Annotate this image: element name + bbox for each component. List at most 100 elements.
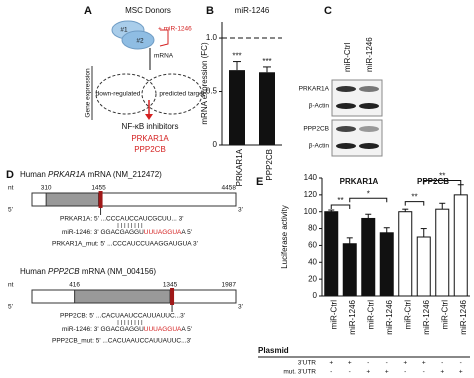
x-tick-label: miR-1246 bbox=[422, 299, 431, 334]
bracket bbox=[349, 197, 388, 203]
row-label: β-Actin bbox=[309, 103, 330, 110]
axis-label: Gene expression bbox=[85, 68, 92, 118]
band bbox=[359, 143, 379, 149]
bar bbox=[416, 236, 431, 297]
binding-site bbox=[98, 191, 103, 208]
cell: - bbox=[423, 369, 425, 376]
target: PRKAR1A bbox=[131, 134, 169, 143]
three-prime: 3' bbox=[238, 207, 243, 214]
panel-c: C miR-Ctrl miR-1246 PRKAR1A β-Actin PPP2… bbox=[299, 5, 383, 157]
panel-label: B bbox=[206, 5, 214, 17]
target: PPP2CB bbox=[134, 145, 166, 154]
y-tick-label: 120 bbox=[304, 190, 318, 199]
bar bbox=[361, 217, 376, 297]
panel-label: D bbox=[6, 169, 14, 181]
gene-name: PRKAR1A bbox=[48, 170, 85, 179]
cell: - bbox=[349, 369, 351, 376]
y-tick-label: 80 bbox=[308, 224, 317, 233]
row-label: PRKAR1A bbox=[299, 86, 330, 93]
title-prefix: Human bbox=[20, 170, 48, 179]
y-tick-label: 60 bbox=[308, 241, 317, 250]
y-tick-label: 140 bbox=[304, 173, 318, 182]
y-tick-label: 0 bbox=[213, 140, 218, 149]
x-tick-label: miR-Ctrl bbox=[403, 300, 412, 330]
target-seq: PPP2CB: 5' ...CACUAAUCCAUUAUUC...3' bbox=[60, 313, 185, 320]
plasmid-title: Plasmid bbox=[258, 346, 289, 355]
panel-a: A MSC Donors #1 #2 + miR-1246 mRNA down-… bbox=[84, 5, 205, 154]
gene-title: Human PPP2CB mRNA (NM_004156) bbox=[20, 267, 156, 276]
significance: ** bbox=[439, 172, 445, 181]
bracket bbox=[404, 201, 425, 206]
blot bbox=[331, 79, 383, 117]
band bbox=[359, 126, 379, 132]
cell: + bbox=[459, 369, 463, 376]
lane-label: miR-1246 bbox=[365, 37, 374, 72]
bar bbox=[453, 194, 468, 297]
cell: - bbox=[386, 360, 388, 367]
x-tick-label: PRKAR1A bbox=[235, 148, 244, 186]
bar bbox=[379, 232, 394, 297]
cell: + bbox=[403, 360, 407, 367]
x-tick-label: miR-Ctrl bbox=[440, 300, 449, 330]
gene-title: Human PRKAR1A mRNA (NM_212472) bbox=[20, 170, 162, 179]
nt-label: nt bbox=[8, 282, 14, 289]
position: 1345 bbox=[163, 282, 178, 289]
panel-label: A bbox=[84, 5, 92, 17]
cds bbox=[74, 289, 171, 304]
bar bbox=[435, 208, 450, 297]
cell: + bbox=[385, 369, 389, 376]
target-seq: PRKAR1A: 5' ...CCCAUCCAUCGCUU... 3' bbox=[60, 216, 183, 223]
venn-label: down-regulated bbox=[96, 91, 141, 98]
mir-seq-part: miR-1246: 3' GGACGAGGU bbox=[62, 326, 144, 333]
y-axis-label: Luciferase activity bbox=[280, 205, 289, 269]
y-tick-label: 40 bbox=[308, 257, 317, 266]
x-tick-label: miR-1246 bbox=[385, 299, 394, 334]
five-prime: 5' bbox=[8, 207, 13, 214]
donors-label: MSC Donors bbox=[125, 6, 171, 15]
position: 4458 bbox=[222, 185, 237, 192]
title-suffix: mRNA (NM_212472) bbox=[85, 170, 162, 179]
cell: - bbox=[367, 360, 369, 367]
bar bbox=[398, 211, 413, 297]
cell: - bbox=[441, 360, 443, 367]
cell: + bbox=[329, 360, 333, 367]
mir-seq: miR-1246: 3' GGACGAGGUUUUAGGUAA 5' bbox=[62, 326, 192, 333]
x-tick-label: miR-1246 bbox=[348, 299, 357, 334]
band bbox=[336, 103, 356, 109]
position: 1455 bbox=[91, 185, 106, 192]
band bbox=[336, 86, 356, 92]
y-tick-label: 1.0 bbox=[206, 33, 218, 42]
title-prefix: Human bbox=[20, 267, 48, 276]
x-tick-label: miR-Ctrl bbox=[329, 300, 338, 330]
x-tick-label: miR-Ctrl bbox=[366, 300, 375, 330]
position: 416 bbox=[69, 282, 80, 289]
significance: ** bbox=[411, 193, 417, 202]
row-label: PPP2CB bbox=[303, 126, 329, 133]
significance: ** bbox=[337, 196, 343, 205]
blot bbox=[331, 119, 383, 157]
cell: - bbox=[330, 369, 332, 376]
band bbox=[359, 86, 379, 92]
bar bbox=[324, 211, 339, 297]
three-prime: 3' bbox=[238, 304, 243, 311]
mut-seq: PRKAR1A_mut: 5' ...CCCAUCCUAAGGAUGUA 3' bbox=[52, 241, 198, 248]
cell: + bbox=[366, 369, 370, 376]
cell: + bbox=[440, 369, 444, 376]
chart-title: miR-1246 bbox=[235, 6, 270, 15]
row-label: β-Actin bbox=[309, 143, 330, 150]
cell: + bbox=[348, 360, 352, 367]
mir-seq-part: miR-1246: 3' GGACGAGGU bbox=[62, 229, 144, 236]
band bbox=[336, 126, 356, 132]
binding-site bbox=[170, 288, 175, 305]
cell: - bbox=[404, 369, 406, 376]
cell: - bbox=[460, 360, 462, 367]
title-suffix: mRNA (NM_004156) bbox=[80, 267, 157, 276]
treatment-arrow bbox=[159, 29, 169, 47]
x-tick-label: PPP2CB bbox=[265, 149, 274, 181]
mir-seq: miR-1246: 3' GGACGAGGUUUUAGGUAA 5' bbox=[62, 229, 192, 236]
group-label: PRKAR1A bbox=[340, 177, 379, 186]
y-axis-label: mRNA expression (FC) bbox=[200, 42, 209, 125]
y-tick-label: 0 bbox=[313, 291, 318, 300]
significance: *** bbox=[262, 57, 271, 66]
